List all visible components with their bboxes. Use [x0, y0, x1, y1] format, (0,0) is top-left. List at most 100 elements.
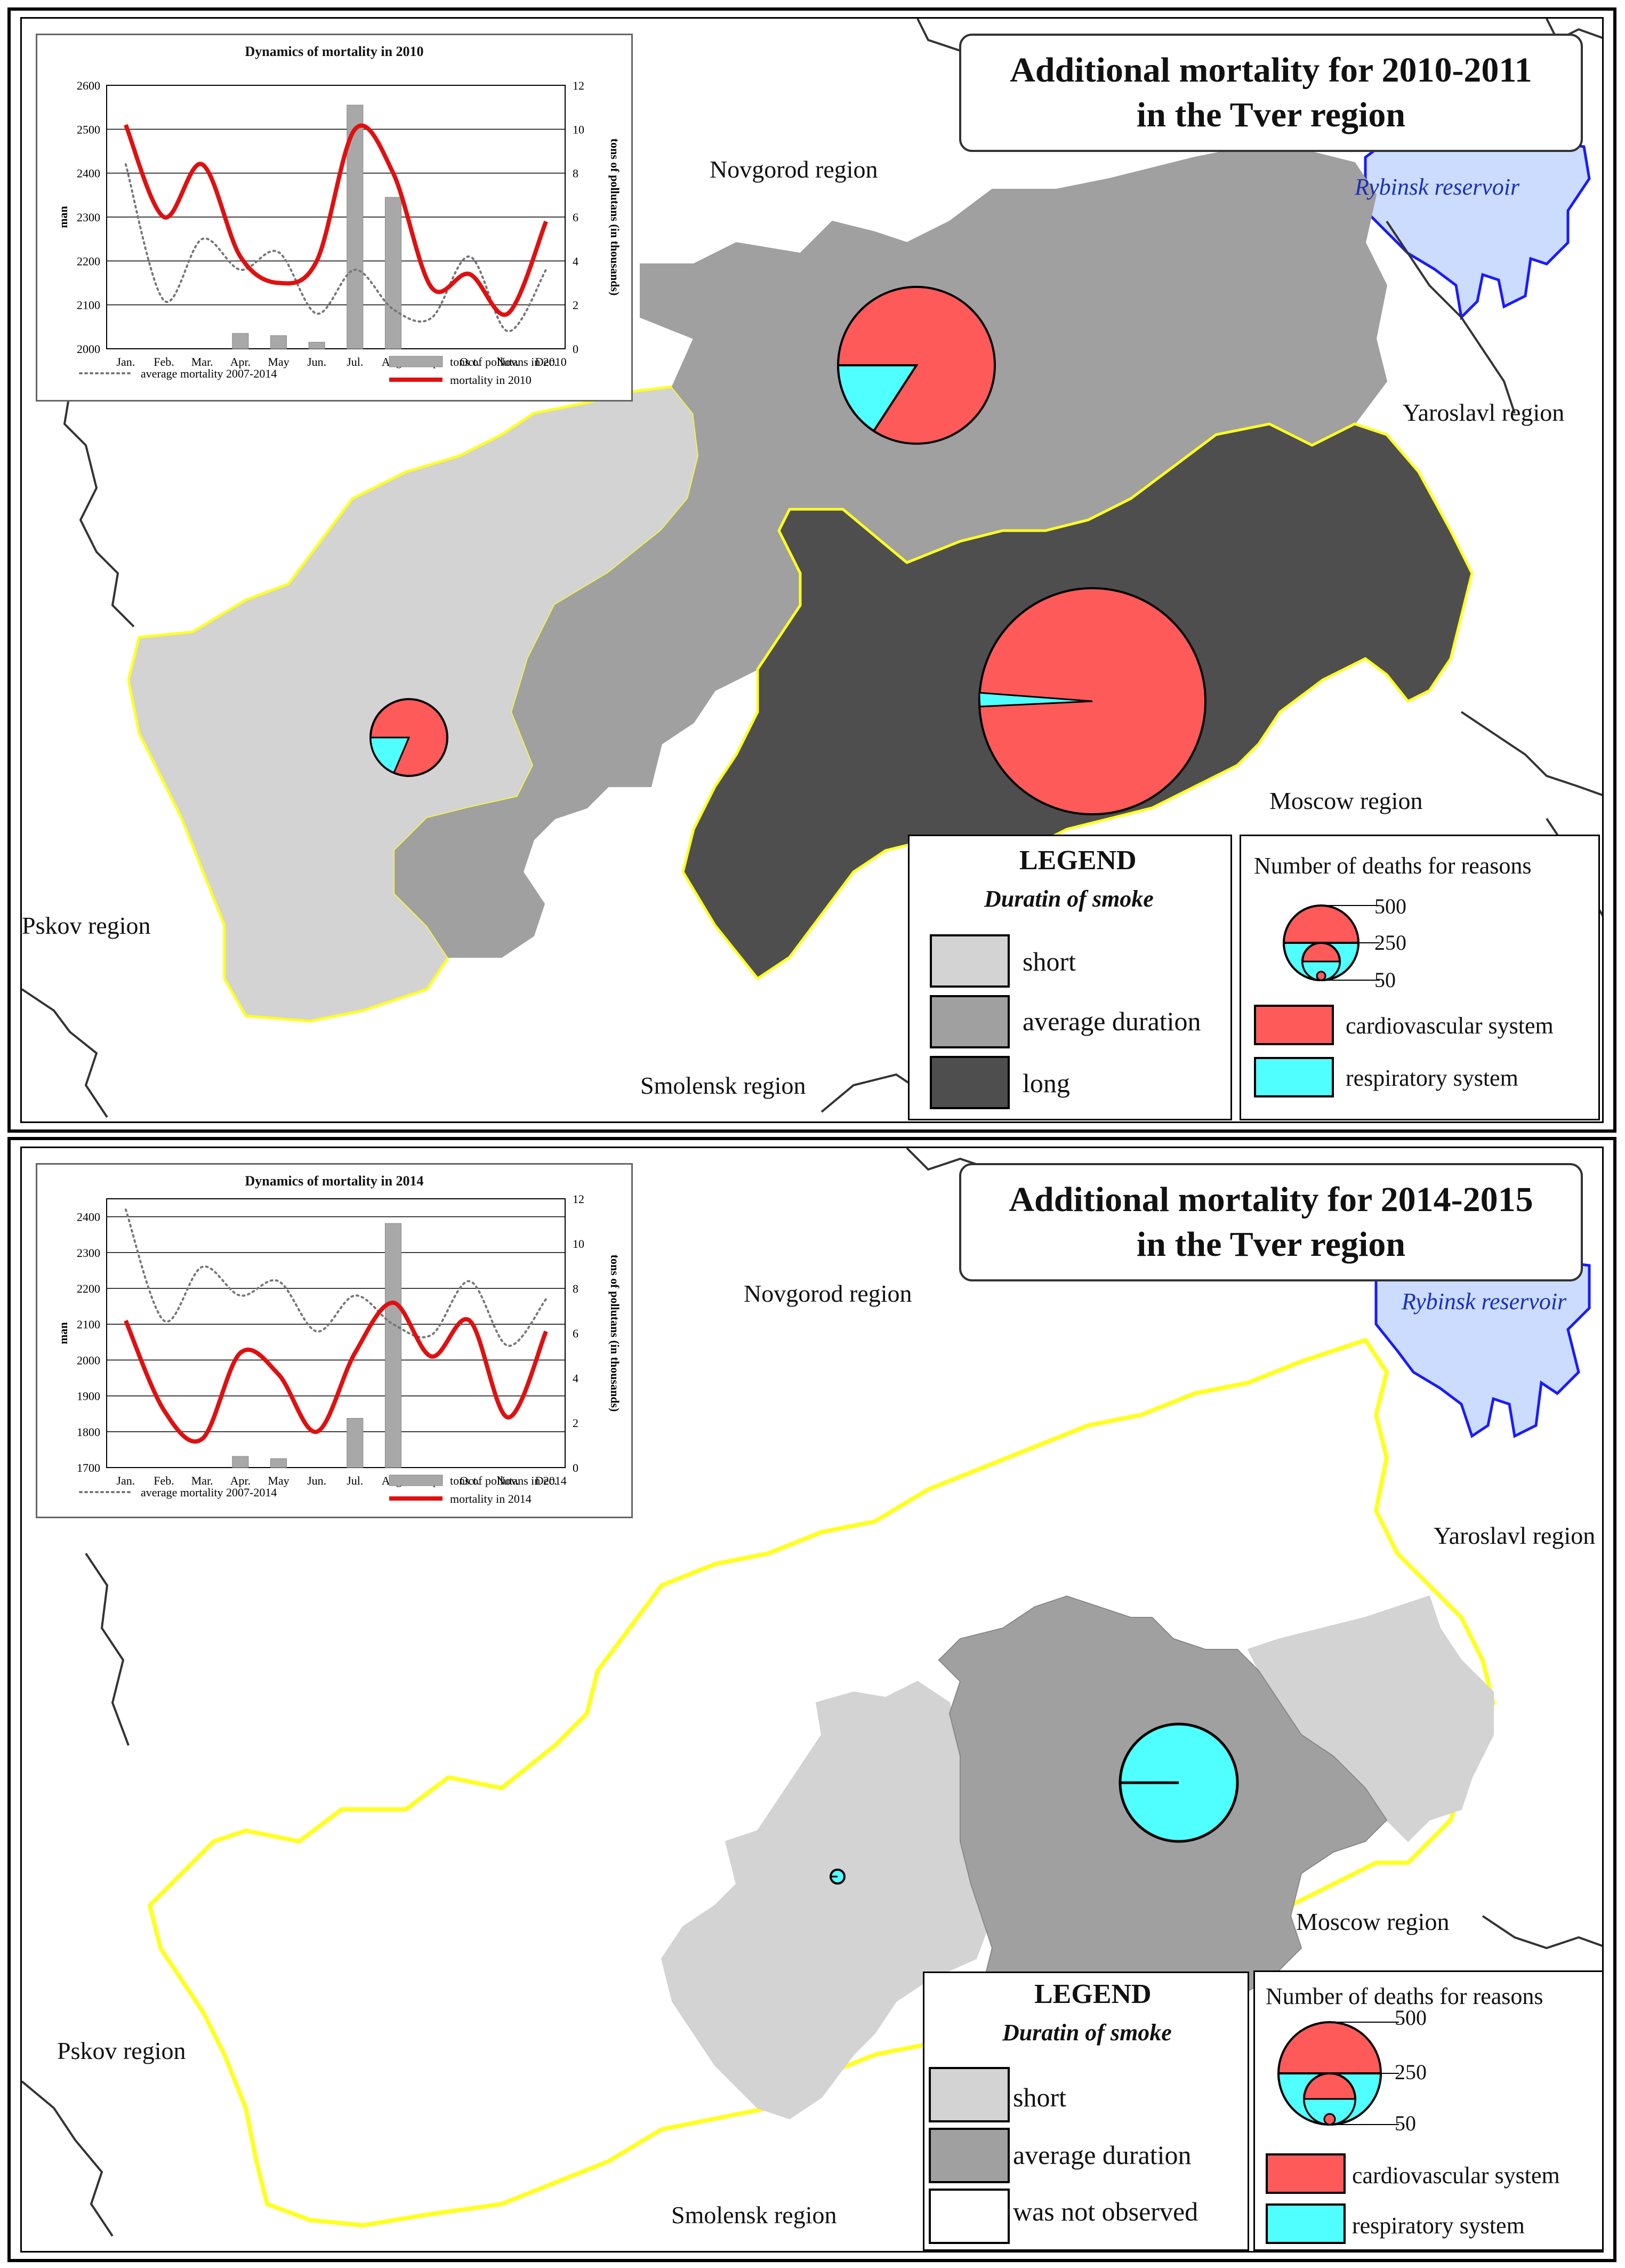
- x-tick-label: Jul.: [347, 355, 363, 368]
- y2-tick-label: 10: [573, 123, 584, 136]
- swatch-short: [930, 934, 1010, 988]
- map-panel-2010: Additional mortality for 2010-2011 in th…: [7, 7, 1616, 1133]
- chart-title: Dynamics of mortality in 2010: [245, 44, 424, 59]
- legend-subtitle: Duratin of smoke: [1002, 2019, 1172, 2046]
- x-tick-label: Mar.: [191, 355, 213, 368]
- y2-tick-label: 8: [573, 167, 578, 180]
- swatch-respiratory: [1254, 1057, 1334, 1097]
- title-line-2: in the Tver region: [1136, 95, 1406, 134]
- legend-deaths: Number of deaths for reasons 500 250 50 …: [1240, 835, 1600, 1120]
- y-tick-label: 2200: [77, 254, 100, 268]
- y2-tick-label: 0: [573, 1461, 578, 1474]
- label-reservoir: Rybinsk reservoir: [1402, 1288, 1567, 1315]
- label-reservoir: Rybinsk reservoir: [1355, 174, 1520, 200]
- pollutant-bar: [270, 335, 287, 349]
- y2-tick-label: 2: [573, 1416, 578, 1430]
- y-tick-label: 2400: [77, 1211, 100, 1224]
- plot-area: [106, 1198, 566, 1468]
- size-symbol: [1282, 904, 1380, 981]
- y2-axis-title: tons of pollutans (in thousands): [608, 1255, 622, 1412]
- y2-tick-label: 8: [573, 1282, 578, 1295]
- swatch-average: [929, 2128, 1010, 2183]
- chart-plot: 2400 2300 2200 2100 2000 1900 1800 1700 12 10 8 6 4 2…: [57, 1192, 622, 1505]
- map-canvas: [22, 1148, 1602, 2237]
- y2-tick-label: 12: [573, 79, 584, 92]
- y2-tick-label: 2: [573, 299, 578, 312]
- x-tick-label: Apr.: [230, 1474, 251, 1487]
- swatch-cardiovascular: [1254, 1005, 1334, 1045]
- size-250: 250: [1374, 931, 1406, 955]
- swatch-respiratory: [1266, 2203, 1346, 2244]
- x-tick-label: Jan.: [116, 355, 135, 368]
- x-tick-label: Oct.: [460, 1474, 479, 1487]
- map-title: Additional mortality for 2014-2015 in th…: [959, 1163, 1583, 1281]
- title-line-1: Additional mortality for 2014-2015: [1009, 1180, 1533, 1219]
- swatch-short: [929, 2067, 1010, 2122]
- y2-tick-label: 4: [573, 254, 578, 268]
- map-panel-2014: Additional mortality for 2014-2015 in th…: [7, 1137, 1616, 2262]
- legend-subtitle: Duratin of smoke: [984, 886, 1154, 912]
- y-tick-label: 2600: [77, 79, 100, 92]
- y-tick-label: 2100: [77, 299, 100, 312]
- y-tick-label: 2100: [77, 1318, 100, 1331]
- size-250: 250: [1395, 2060, 1427, 2084]
- legend-title: LEGEND: [1034, 1979, 1152, 2009]
- x-tick-label: Nov.: [497, 355, 519, 368]
- label-smolensk: Smolensk region: [640, 1072, 806, 1099]
- deaths-title: Number of deaths for reasons: [1254, 853, 1532, 879]
- cause-cardiovascular: cardiovascular system: [1352, 2162, 1560, 2189]
- chart-title: Dynamics of mortality in 2014: [245, 1173, 424, 1189]
- mortality-line: [124, 1300, 548, 1444]
- mortality-chart-2014: Dynamics of mortality in 2014 2400 2300 22…: [36, 1163, 633, 1518]
- reservoir: [1364, 134, 1591, 320]
- pollutant-bar: [384, 197, 402, 349]
- pie-west-short: [830, 1869, 846, 1885]
- legend-bars-label: tons of pollutans in 2010: [450, 355, 567, 368]
- mortality-chart-2010: Dynamics of mortality in 2010 2600 2500 24…: [36, 34, 633, 402]
- x-tick-label: Dec.: [535, 355, 557, 368]
- label-novgorod: Novgorod region: [744, 1280, 912, 1307]
- y-tick-label: 1800: [77, 1425, 100, 1439]
- mortality-line: [124, 123, 548, 317]
- y-axis-title: man: [57, 1322, 70, 1344]
- x-tick-label: Mar.: [191, 1474, 213, 1487]
- swatch-average: [930, 995, 1010, 1048]
- x-tick-label: Dec.: [535, 1474, 557, 1487]
- swatch-label-average: average duration: [1013, 2140, 1192, 2170]
- y-tick-label: 2000: [77, 342, 100, 356]
- y-axis-title: man: [57, 206, 70, 228]
- cause-respiratory: respiratory system: [1346, 1065, 1518, 1091]
- legend-duration: LEGEND Duratin of smoke short average du…: [923, 1972, 1249, 2251]
- x-tick-label: Feb.: [154, 1474, 174, 1487]
- y2-axis-title: tons of pollutans (in thousands): [608, 139, 622, 296]
- y2-tick-label: 12: [573, 1192, 584, 1206]
- pie-center-long: [978, 587, 1206, 815]
- y2-tick-label: 4: [573, 1372, 578, 1385]
- y-tick-label: 2200: [77, 1282, 100, 1295]
- legend-avg-label: average mortality 2007-2014: [141, 1486, 277, 1499]
- y2-tick-label: 6: [573, 211, 578, 224]
- swatch-label-long: long: [1023, 1068, 1070, 1098]
- swatch-not-observed: [929, 2189, 1010, 2244]
- size-50: 50: [1374, 968, 1396, 992]
- map-canvas: [22, 19, 1602, 1118]
- legend-bars-swatch: [389, 356, 443, 367]
- x-tick-label: Feb.: [154, 355, 174, 368]
- map-title: Additional mortality for 2010-2011 in th…: [959, 34, 1583, 152]
- x-tick-label: Apr.: [230, 355, 251, 368]
- y-tick-label: 2300: [77, 1246, 100, 1260]
- x-tick-label: May: [268, 1474, 289, 1487]
- swatch-label-average: average duration: [1023, 1006, 1201, 1036]
- y2-tick-label: 10: [573, 1237, 584, 1251]
- x-tick-label: Jun.: [307, 355, 326, 368]
- pie-north: [836, 286, 996, 445]
- label-yaroslavl: Yaroslavl region: [1403, 399, 1565, 426]
- label-pskov: Pskov region: [57, 2037, 186, 2064]
- label-moscow: Moscow region: [1269, 787, 1423, 814]
- y2-tick-label: 6: [573, 1327, 578, 1340]
- chart-plot: 2600 2500 2400 2300 2200 2100 2000 12 10 8 6 4 2 0 man…: [57, 79, 622, 387]
- legend-deaths: Number of deaths for reasons 500 250 50 …: [1253, 1970, 1602, 2251]
- pollutant-bar: [347, 1418, 364, 1468]
- pollutant-bar: [308, 342, 325, 349]
- size-50: 50: [1395, 2111, 1416, 2135]
